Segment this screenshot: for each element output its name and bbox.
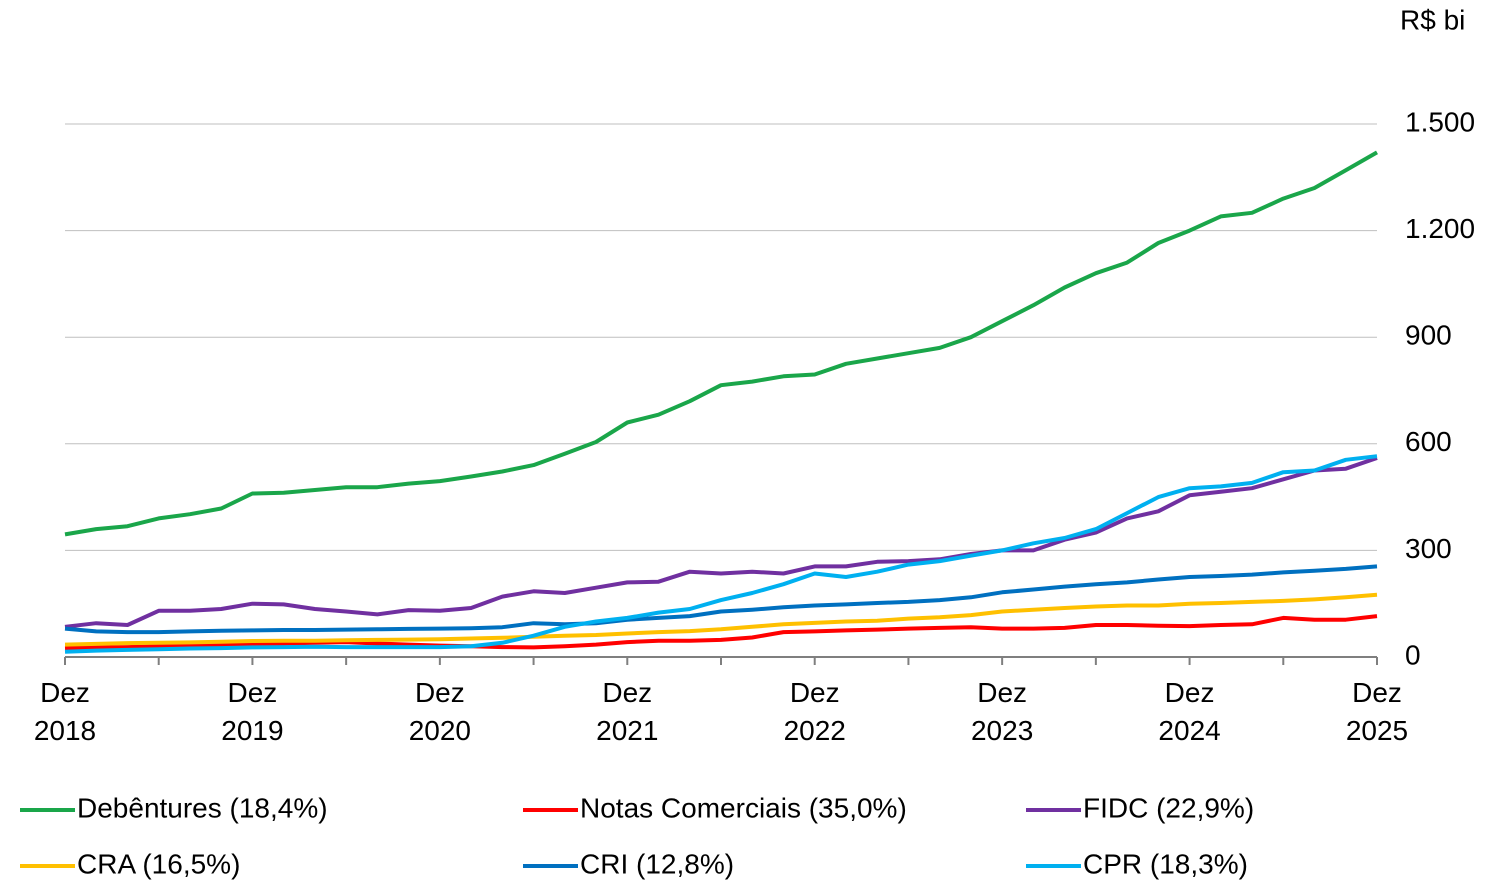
x-tick-label: Dez 2018 [34, 677, 96, 746]
y-tick-label: 900 [1405, 320, 1452, 351]
series-line [64, 150, 1378, 537]
legend-label: CRA (16,5%) [77, 848, 240, 879]
legend-label: CPR (18,3%) [1083, 848, 1248, 879]
series-line [64, 454, 1378, 654]
y-tick-label: 1.200 [1405, 213, 1475, 244]
y-tick-label: 0 [1405, 639, 1421, 670]
y-tick-label: 300 [1405, 533, 1452, 564]
y-axis-unit: R$ bi [1400, 4, 1465, 35]
series-line [64, 456, 1378, 629]
x-tick-label: Dez 2019 [221, 677, 283, 746]
x-tick-label: Dez 2023 [971, 677, 1033, 746]
series-line [64, 564, 1378, 635]
series-line [64, 592, 1378, 647]
x-tick-label: Dez 2022 [784, 677, 846, 746]
x-tick-label: Dez 2021 [596, 677, 658, 746]
legend-label: CRI (12,8%) [580, 848, 734, 879]
y-tick-label: 1.500 [1405, 106, 1475, 137]
series-line [64, 614, 1378, 651]
x-tick-label: Dez 2025 [1346, 677, 1408, 746]
legend-label: Debêntures (18,4%) [77, 792, 328, 823]
x-tick-label: Dez 2024 [1158, 677, 1220, 746]
legend-label: FIDC (22,9%) [1083, 792, 1254, 823]
legend-label: Notas Comerciais (35,0%) [580, 792, 907, 823]
y-tick-label: 600 [1405, 426, 1452, 457]
x-tick-label: Dez 2020 [409, 677, 471, 746]
